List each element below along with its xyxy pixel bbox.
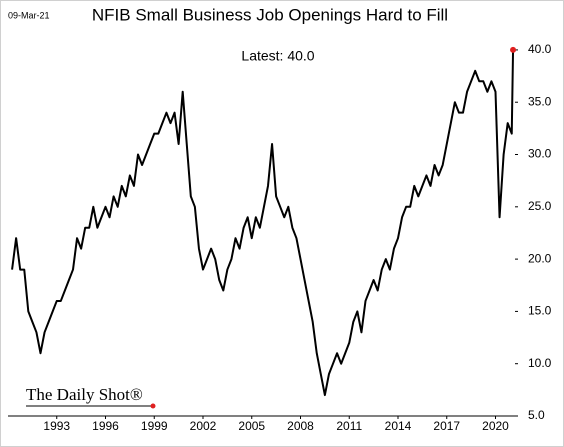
x-tick-label: 2005 (238, 419, 265, 433)
y-tick-label: 30.0 (528, 147, 552, 161)
x-tick-label: 2020 (482, 419, 509, 433)
data-line (11, 49, 515, 397)
x-tick-label: 1993 (43, 419, 70, 433)
y-tick-label: 40.0 (528, 42, 552, 56)
chart-title: NFIB Small Business Job Openings Hard to… (92, 5, 448, 24)
y-tick-label: 35.0 (528, 94, 552, 108)
logo-dot (150, 403, 156, 409)
y-tick-label: 10.0 (528, 356, 552, 370)
annotation: Latest: 40.0 (241, 48, 314, 64)
x-tick-label: 2008 (287, 419, 314, 433)
x-tick-label: 1996 (92, 419, 119, 433)
x-tick-label: 2017 (433, 419, 460, 433)
y-tick-label: 25.0 (528, 199, 552, 213)
latest-point (510, 46, 517, 53)
y-tick-label: 5.0 (528, 408, 545, 422)
x-tick-label: 2011 (336, 419, 362, 433)
y-tick-label: 20.0 (528, 251, 552, 265)
x-tick-label: 1999 (141, 419, 168, 433)
x-tick-label: 2014 (385, 419, 412, 433)
date-label: 09-Mar-21 (8, 10, 50, 20)
x-tick-label: 2002 (190, 419, 217, 433)
source-logo: The Daily Shot® (26, 385, 143, 404)
y-tick-label: 15.0 (528, 304, 552, 318)
